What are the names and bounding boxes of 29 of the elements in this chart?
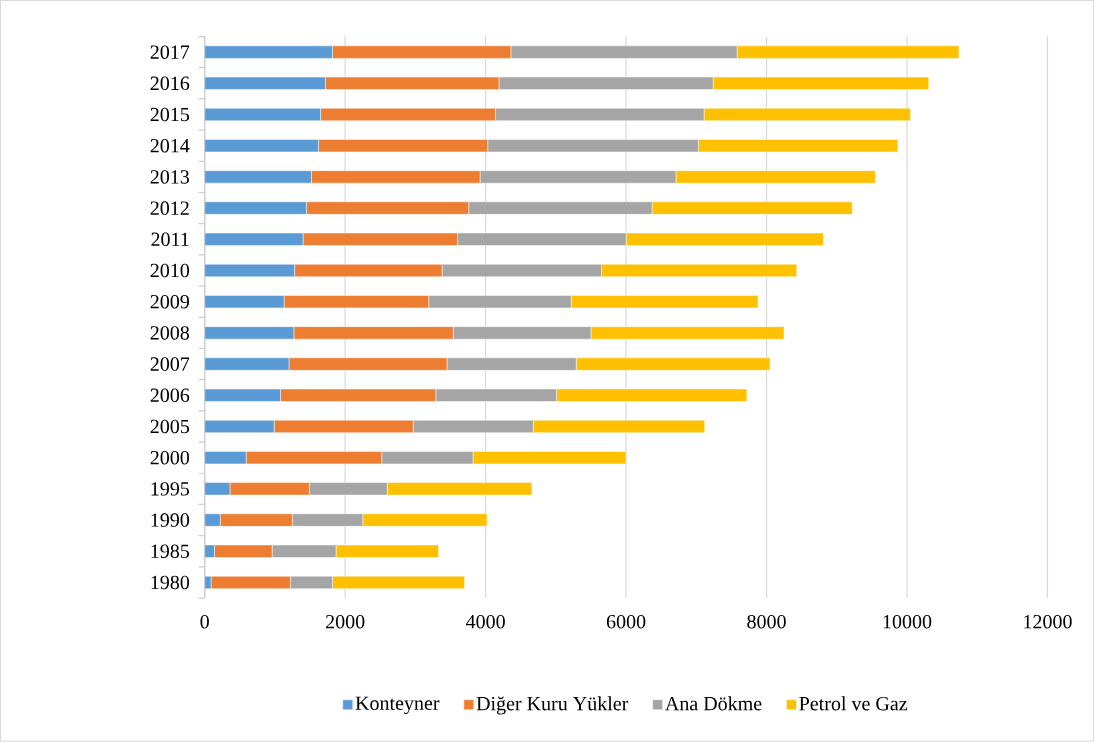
- y-tick-label: 2010: [150, 263, 190, 278]
- y-tick-label: 2017: [150, 45, 190, 60]
- legend-label: Konteyner: [355, 696, 440, 715]
- x-tick-label: 6000: [606, 615, 646, 629]
- x-tick-label: 12000: [1024, 615, 1072, 629]
- y-tick-label: 2011: [151, 232, 189, 247]
- legend-label: Petrol ve Gaz: [799, 696, 908, 711]
- y-tick-label: 1980: [151, 575, 190, 590]
- y-tick-label: 2006: [150, 388, 190, 403]
- legend-label: Diğer Kuru Yükler: [476, 696, 629, 715]
- y-tick-label: 1990: [151, 513, 190, 527]
- x-tick-label: 8000: [747, 615, 786, 629]
- y-tick-label: 2013: [150, 170, 190, 184]
- x-tick-label: 0: [200, 615, 209, 629]
- y-tick-label: 2005: [150, 419, 190, 434]
- y-tick-label: 2014: [150, 139, 190, 153]
- legend-label: Ana Dökme: [665, 696, 762, 711]
- y-tick-label: 2012: [150, 201, 189, 216]
- y-tick-label: 1985: [151, 544, 190, 559]
- y-tick-label: 1995: [151, 482, 190, 496]
- y-tick-label: 2000: [150, 451, 190, 465]
- x-tick-label: 2000: [326, 615, 365, 629]
- y-tick-label: 2007: [150, 357, 190, 371]
- y-tick-label: 2016: [150, 76, 190, 91]
- y-tick-label: 2008: [150, 326, 190, 340]
- x-tick-label: 4000: [465, 615, 505, 629]
- x-tick-label: 10000: [883, 615, 932, 629]
- y-tick-label: 2015: [150, 107, 190, 122]
- y-tick-label: 2009: [150, 295, 189, 309]
